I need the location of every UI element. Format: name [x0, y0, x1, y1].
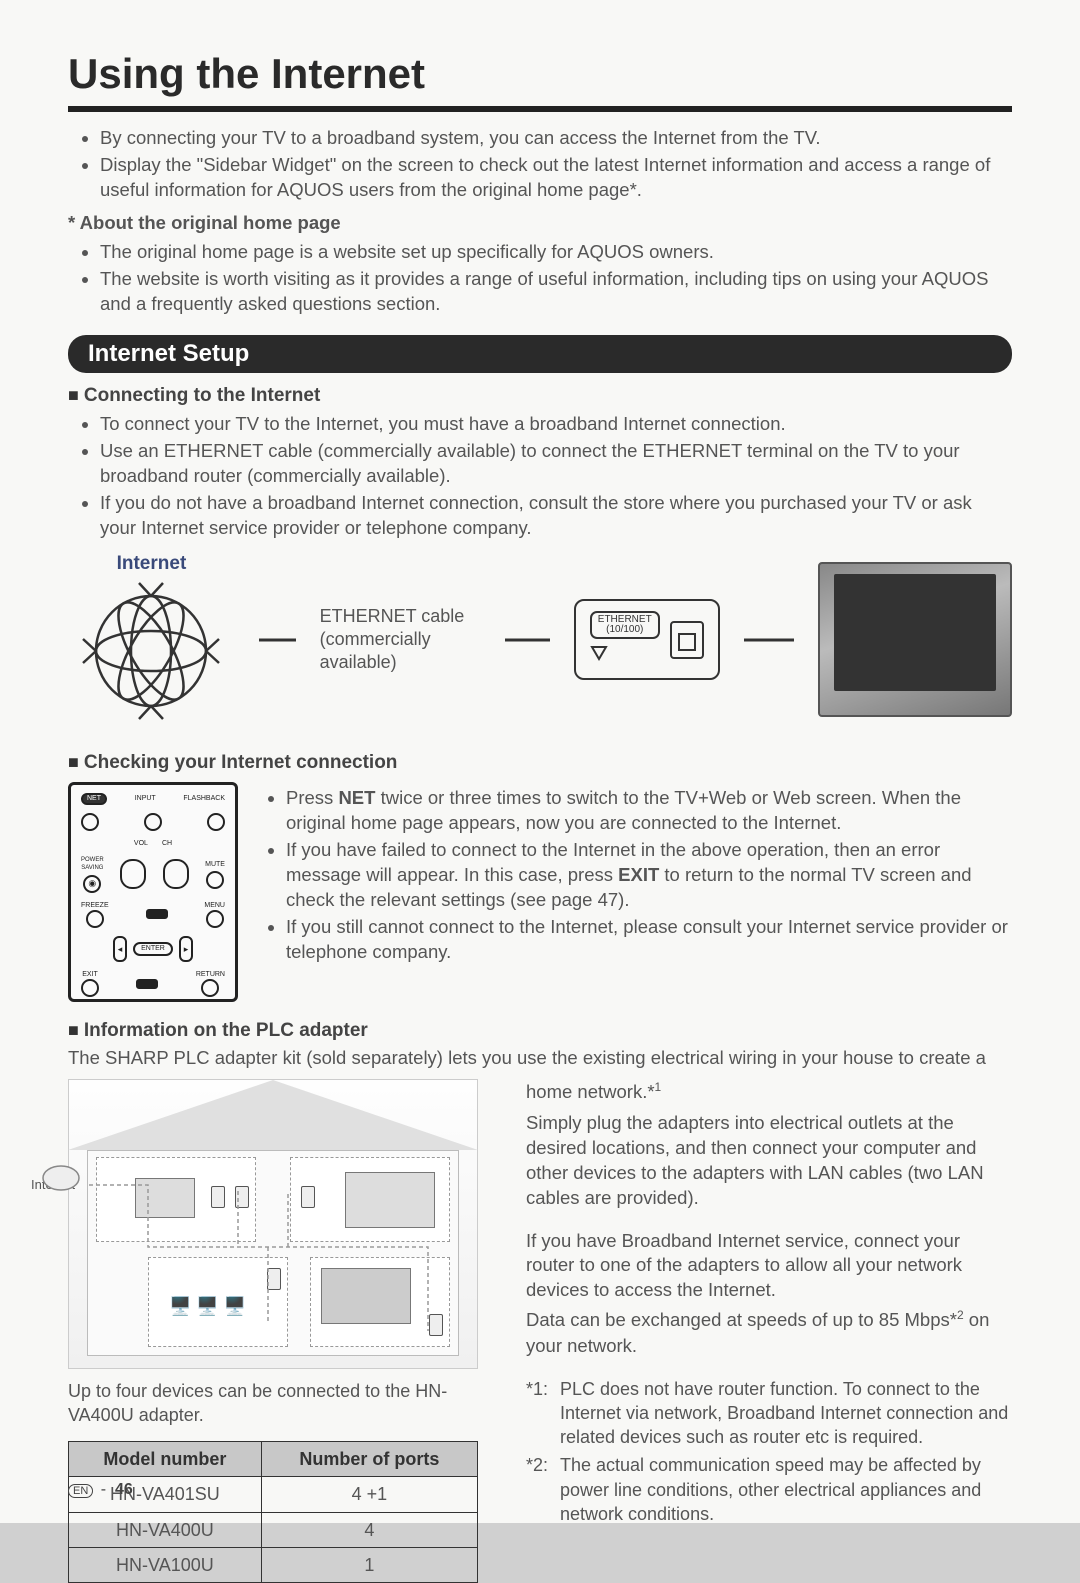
- table-cell: HN-VA100U: [69, 1548, 262, 1583]
- remote-button: [144, 813, 162, 831]
- col-ports: Number of ports: [261, 1442, 477, 1477]
- cable-line: [505, 625, 550, 655]
- remote-power-saving-button: ◉: [83, 875, 101, 893]
- table-cell: 4 +1: [261, 1477, 477, 1512]
- about-bullet: The website is worth visiting as it prov…: [100, 267, 1012, 317]
- connecting-bullet: Use an ETHERNET cable (commercially avai…: [100, 439, 1012, 489]
- remote-down-button: [136, 979, 158, 989]
- plc-table: Model number Number of ports HN-VA401SU4…: [68, 1441, 478, 1583]
- table-row: HN-VA100U1: [69, 1548, 478, 1583]
- setup-bar: Internet Setup: [68, 335, 1012, 373]
- intro-bullets: By connecting your TV to a broadband sys…: [68, 126, 1012, 203]
- footnote: *1: PLC does not have router function. T…: [526, 1377, 1012, 1450]
- arrow-down-icon: [590, 645, 608, 663]
- about-bullets: The original home page is a website set …: [68, 240, 1012, 317]
- remote-enter-button: ENTER: [133, 942, 173, 956]
- connecting-block: Connecting to the Internet To connect yo…: [68, 383, 1012, 541]
- ethernet-jack-icon: [670, 621, 704, 659]
- plc-right-column: home network.*1 Simply plug the adapters…: [526, 1079, 1012, 1583]
- intro-bullet: Display the "Sidebar Widget" on the scre…: [100, 153, 1012, 203]
- table-cell: HN-VA400U: [69, 1512, 262, 1547]
- remote-button: [207, 813, 225, 831]
- table-row: HN-VA400U4: [69, 1512, 478, 1547]
- connecting-heading: Connecting to the Internet: [68, 383, 1012, 409]
- remote-left-button: ◂: [113, 936, 127, 962]
- plc-intro: The SHARP PLC adapter kit (sold separate…: [68, 1046, 1012, 1071]
- cable-label: ETHERNET cable (commercially available): [320, 605, 481, 675]
- checking-bullets: Press NET twice or three times to switch…: [264, 786, 1012, 965]
- remote-exit-button: [81, 979, 99, 997]
- remote-vol-rocker: [120, 859, 146, 889]
- globe-icon: [81, 581, 221, 721]
- table-cell: 1: [261, 1548, 477, 1583]
- cable-line: [744, 625, 794, 655]
- connection-diagram: Internet ETHERNET cable (commercially av…: [68, 553, 1012, 726]
- remote-net-button: NET: [81, 793, 107, 805]
- plc-heading: Information on the PLC adapter: [68, 1018, 1012, 1044]
- house-diagram: Internet: [68, 1079, 478, 1369]
- about-heading: * About the original home page: [68, 211, 1012, 236]
- col-model: Model number: [69, 1442, 262, 1477]
- internet-label: Internet: [68, 553, 235, 575]
- wiring-lines: [88, 1151, 458, 1355]
- internet-globe-block: Internet: [68, 553, 235, 726]
- tv-image: [818, 562, 1012, 717]
- checking-block: Checking your Internet connection NET IN…: [68, 750, 1012, 1002]
- house-caption: Up to four devices can be connected to t…: [68, 1379, 488, 1428]
- intro-bullet: By connecting your TV to a broadband sys…: [100, 126, 1012, 151]
- footnotes: *1: PLC does not have router function. T…: [526, 1377, 1012, 1527]
- internet-cloud-icon: [41, 1158, 81, 1198]
- ethernet-port: ETHERNET (10/100): [574, 599, 720, 680]
- remote-mute-button: [206, 871, 224, 889]
- checking-bullet: Press NET twice or three times to switch…: [286, 786, 1012, 836]
- remote-freeze-button: [86, 910, 104, 928]
- port-label: ETHERNET (10/100): [590, 611, 660, 639]
- connecting-bullets: To connect your TV to the Internet, you …: [68, 412, 1012, 541]
- remote-button: [81, 813, 99, 831]
- checking-text: Press NET twice or three times to switch…: [264, 782, 1012, 1002]
- cable-line: [259, 625, 296, 655]
- remote-illustration: NET INPUT FLASHBACK VOL CH POWER SAVING: [68, 782, 238, 1002]
- remote-right-button: ▸: [179, 936, 193, 962]
- page-number: EN - 46: [68, 1481, 133, 1499]
- remote-return-button: [201, 979, 219, 997]
- intro-block: By connecting your TV to a broadband sys…: [68, 126, 1012, 317]
- connecting-bullet: To connect your TV to the Internet, you …: [100, 412, 1012, 437]
- checking-bullet: If you have failed to connect to the Int…: [286, 838, 1012, 913]
- connecting-bullet: If you do not have a broadband Internet …: [100, 491, 1012, 541]
- remote-ch-rocker: [163, 859, 189, 889]
- remote-up-button: [146, 909, 168, 919]
- table-cell: 4: [261, 1512, 477, 1547]
- page-title: Using the Internet: [68, 50, 1012, 98]
- footnote: *2: The actual communication speed may b…: [526, 1453, 1012, 1526]
- checking-heading: Checking your Internet connection: [68, 750, 1012, 776]
- checking-bullet: If you still cannot connect to the Inter…: [286, 915, 1012, 965]
- remote-menu-button: [206, 910, 224, 928]
- plc-left-column: Internet: [68, 1079, 488, 1583]
- about-bullet: The original home page is a website set …: [100, 240, 1012, 265]
- title-rule: [68, 106, 1012, 112]
- plc-block: Information on the PLC adapter The SHARP…: [68, 1018, 1012, 1583]
